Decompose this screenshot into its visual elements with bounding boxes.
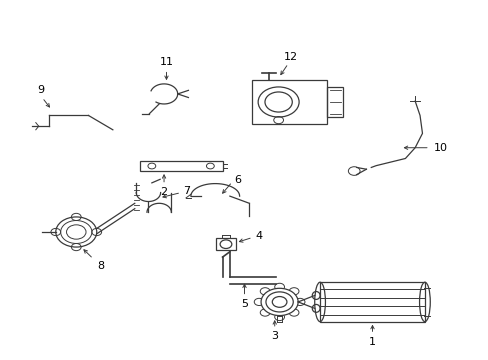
Bar <box>320 282 424 321</box>
Text: 10: 10 <box>433 143 447 153</box>
Bar <box>251 80 327 125</box>
Text: 11: 11 <box>159 57 173 67</box>
Text: 6: 6 <box>234 175 241 185</box>
Bar <box>216 238 235 250</box>
Text: 8: 8 <box>97 261 103 271</box>
Text: 7: 7 <box>183 186 190 197</box>
Text: 2: 2 <box>160 187 167 197</box>
Bar <box>140 161 222 171</box>
Text: 12: 12 <box>283 51 297 62</box>
Text: 3: 3 <box>271 331 278 341</box>
Text: 5: 5 <box>241 299 247 309</box>
Text: 1: 1 <box>368 337 375 347</box>
Bar <box>327 87 342 117</box>
Circle shape <box>261 288 298 316</box>
Text: 9: 9 <box>37 85 44 95</box>
Text: 4: 4 <box>255 231 262 241</box>
